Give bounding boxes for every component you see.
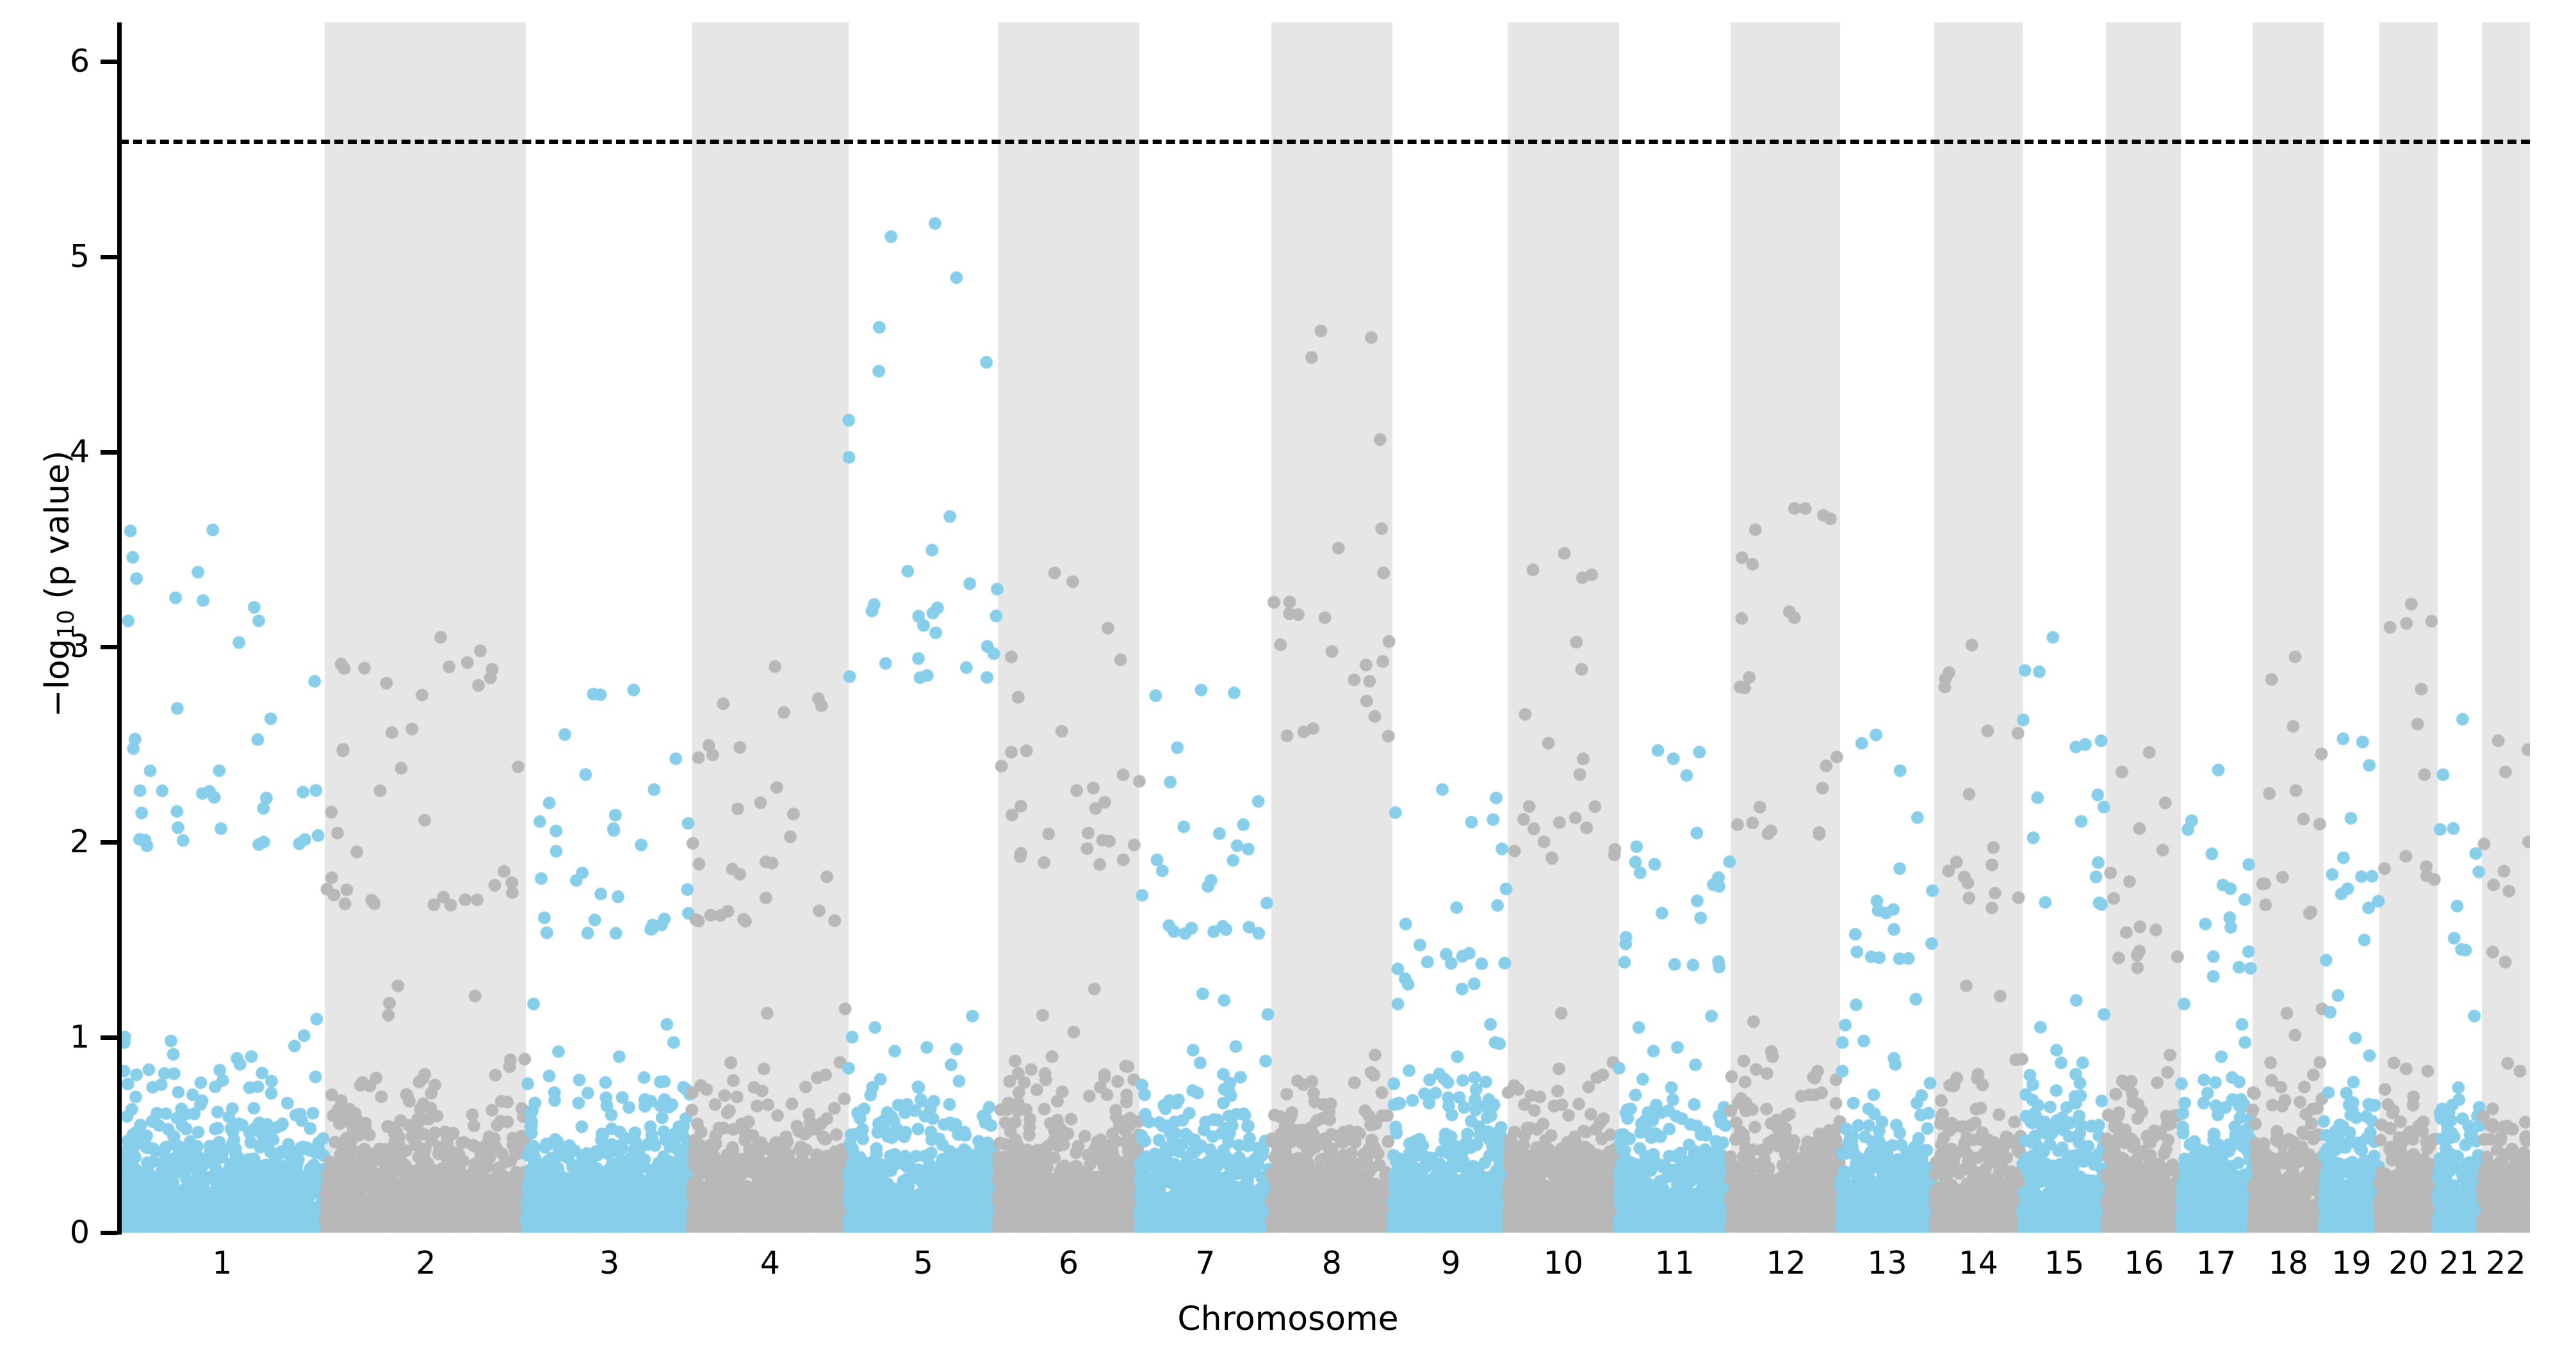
y-tick-label-5: 5 [69,238,90,275]
y-tick-label-4: 4 [69,433,90,470]
y-tick-label-0: 0 [69,1214,90,1251]
x-tick-label-chr-14: 14 [1958,1245,1998,1281]
x-tick-label-chr-4: 4 [760,1245,780,1281]
x-tick-label-chr-17: 17 [2196,1245,2237,1281]
y-tick-mark-1 [101,1035,117,1041]
x-tick-label-chr-19: 19 [2331,1245,2372,1281]
y-tick-label-2: 2 [69,823,90,861]
y-axis-title: −log10 (p value) [38,360,79,808]
x-tick-label-chr-21: 21 [2439,1245,2479,1281]
significance-threshold-line [120,139,2530,144]
x-tick-label-chr-12: 12 [1766,1245,1806,1281]
x-tick-label-chr-2: 2 [416,1245,436,1281]
x-tick-label-chr-20: 20 [2388,1245,2429,1281]
y-tick-mark-6 [101,59,117,64]
x-tick-label-chr-8: 8 [1321,1245,1342,1281]
x-tick-label-chr-5: 5 [913,1245,933,1281]
x-tick-label-chr-7: 7 [1195,1245,1216,1281]
x-tick-label-chr-13: 13 [1867,1245,1907,1281]
y-tick-label-6: 6 [69,42,90,79]
y-tick-mark-4 [101,450,117,455]
x-axis-title: Chromosome [1177,1300,1399,1338]
y-axis-title-text: −log10 (p value) [38,450,79,718]
y-tick-mark-2 [101,840,117,845]
x-tick-label-chr-18: 18 [2268,1245,2308,1281]
y-tick-label-1: 1 [69,1019,90,1056]
y-tick-mark-0 [101,1231,117,1235]
x-tick-label-chr-11: 11 [1654,1245,1695,1281]
x-tick-label-chr-1: 1 [212,1245,232,1281]
plot-area [120,22,2530,1233]
x-tick-label-chr-10: 10 [1543,1245,1584,1281]
y-tick-label-3: 3 [69,628,90,665]
y-tick-mark-3 [101,645,117,650]
x-tick-label-chr-15: 15 [2044,1245,2085,1281]
y-axis-spine [117,22,122,1235]
x-tick-label-chr-22: 22 [2486,1245,2526,1281]
x-tick-label-chr-16: 16 [2124,1245,2164,1281]
y-tick-mark-5 [101,254,117,259]
x-tick-label-chr-3: 3 [599,1245,620,1281]
x-tick-label-chr-9: 9 [1440,1245,1461,1281]
scatter-points-canvas [120,22,2530,1233]
x-tick-label-chr-6: 6 [1058,1245,1079,1281]
